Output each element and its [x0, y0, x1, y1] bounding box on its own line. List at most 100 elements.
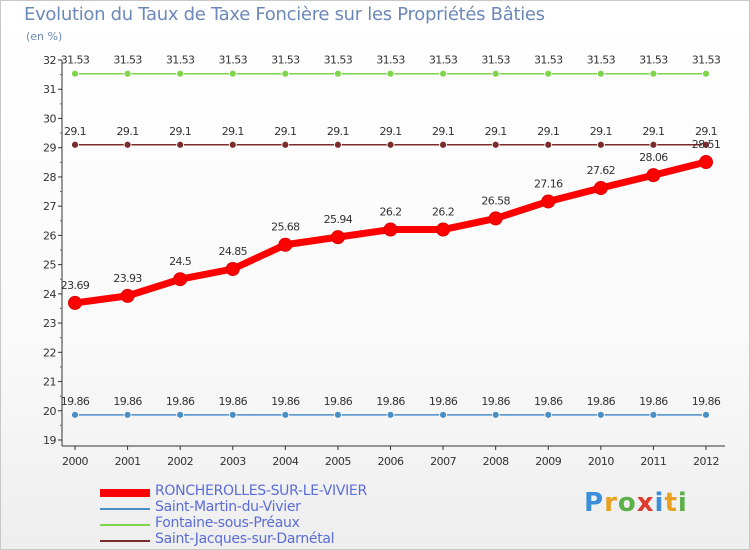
logo-letter: o [617, 488, 637, 518]
y-tick-label: 21 [43, 376, 56, 389]
y-tick-label: 29 [43, 142, 56, 155]
data-label-saint-martin: 19.86 [376, 395, 405, 408]
data-label-saint-martin: 19.86 [113, 395, 142, 408]
data-label-fontaine: 31.53 [481, 54, 510, 67]
legend-label-saint-martin: Saint-Martin-du-Vivier [155, 499, 301, 515]
data-label-saint-jacques: 29.1 [432, 125, 454, 138]
y-tick-label: 22 [43, 346, 56, 359]
data-label-fontaine: 31.53 [166, 54, 195, 67]
data-point-roncherolles [699, 155, 713, 170]
data-point-fontaine [228, 69, 237, 78]
data-point-fontaine [123, 69, 132, 78]
data-point-saint-martin [544, 410, 553, 419]
data-label-saint-martin: 19.86 [324, 395, 353, 408]
data-label-fontaine: 31.53 [376, 54, 405, 67]
y-tick-label: 31 [43, 83, 56, 96]
data-label-roncherolles: 27.62 [587, 164, 616, 177]
data-point-saint-martin [386, 410, 395, 419]
y-tick-label: 24 [43, 288, 56, 301]
x-tick-label: 2003 [220, 455, 246, 468]
data-point-saint-martin [334, 410, 342, 419]
x-tick-label: 2008 [483, 455, 509, 468]
data-label-saint-martin: 19.86 [219, 395, 248, 408]
data-label-roncherolles: 28.51 [692, 138, 721, 151]
data-label-saint-jacques: 29.1 [64, 125, 86, 138]
x-tick-label: 2009 [535, 455, 561, 468]
y-tick-label: 26 [43, 229, 56, 242]
data-label-fontaine: 31.53 [534, 54, 563, 67]
data-label-fontaine: 31.53 [429, 54, 458, 67]
data-label-saint-jacques: 29.1 [379, 125, 401, 138]
data-label-roncherolles: 23.69 [61, 279, 90, 292]
y-tick-label: 30 [43, 112, 56, 125]
data-point-fontaine [649, 69, 658, 78]
data-label-saint-jacques: 29.1 [117, 125, 139, 138]
y-tick-label: 20 [43, 405, 56, 418]
x-tick-label: 2006 [378, 455, 404, 468]
x-tick-label: 2004 [272, 455, 298, 468]
data-point-saint-jacques [281, 140, 290, 149]
data-point-saint-martin [228, 410, 237, 419]
data-point-saint-martin [596, 410, 605, 419]
data-label-saint-martin: 19.86 [166, 395, 195, 408]
logo-letter: x [636, 488, 655, 518]
data-label-roncherolles: 26.2 [379, 206, 401, 219]
data-label-saint-jacques: 29.1 [274, 125, 296, 138]
data-point-roncherolles [593, 181, 608, 196]
data-label-saint-martin: 19.86 [587, 395, 616, 408]
data-label-saint-martin: 19.86 [61, 395, 90, 408]
data-point-fontaine [439, 69, 447, 78]
data-label-roncherolles: 24.5 [169, 255, 192, 268]
data-label-fontaine: 31.53 [219, 54, 248, 67]
data-point-saint-martin [281, 410, 290, 419]
data-point-saint-jacques [71, 140, 79, 149]
chart-title: Evolution du Taux de Taxe Foncière sur l… [24, 4, 545, 25]
data-label-saint-jacques: 29.1 [642, 125, 664, 138]
data-point-saint-martin [123, 410, 132, 419]
y-tick-label: 28 [43, 171, 56, 184]
data-label-saint-martin: 19.86 [481, 395, 510, 408]
data-point-fontaine [334, 69, 342, 78]
data-label-fontaine: 31.53 [61, 54, 90, 67]
data-point-saint-jacques [176, 140, 185, 149]
logo-letter: P [584, 488, 605, 518]
logo-letter: t [664, 488, 678, 518]
logo-letter: i [654, 488, 665, 518]
data-point-saint-martin [176, 410, 185, 419]
data-point-saint-jacques [386, 140, 395, 149]
data-point-fontaine [544, 69, 553, 78]
y-tick-label: 19 [43, 434, 56, 447]
data-label-saint-martin: 19.86 [271, 395, 300, 408]
legend-swatch-saint-jacques [100, 540, 150, 542]
data-label-roncherolles: 23.93 [113, 272, 142, 285]
data-point-fontaine [71, 69, 79, 78]
data-label-roncherolles: 24.85 [219, 245, 248, 258]
data-point-saint-jacques [334, 140, 342, 149]
data-label-fontaine: 31.53 [692, 54, 721, 67]
data-label-saint-jacques: 29.1 [695, 125, 717, 138]
y-tick-label: 23 [43, 317, 56, 330]
x-tick-label: 2011 [640, 455, 666, 468]
y-tick-label: 25 [43, 259, 56, 272]
data-label-roncherolles: 26.58 [481, 194, 510, 207]
data-point-roncherolles [173, 272, 188, 287]
y-tick-label: 32 [43, 54, 56, 67]
data-point-fontaine [596, 69, 605, 78]
data-label-fontaine: 31.53 [324, 54, 353, 67]
data-label-saint-martin: 19.86 [429, 395, 458, 408]
data-label-saint-jacques: 29.1 [327, 125, 349, 138]
logo-letter: r [604, 488, 618, 518]
x-tick-label: 2012 [693, 455, 719, 468]
data-point-fontaine [702, 69, 710, 78]
data-point-roncherolles [120, 288, 135, 303]
legend-swatch-roncherolles [100, 489, 150, 497]
data-point-fontaine [176, 69, 185, 78]
y-axis-unit-label: (en %) [26, 30, 63, 43]
data-label-roncherolles: 25.94 [324, 213, 353, 226]
data-point-roncherolles [436, 222, 451, 237]
data-label-fontaine: 31.53 [639, 54, 668, 67]
data-label-fontaine: 31.53 [587, 54, 616, 67]
legend-swatch-saint-martin [100, 508, 150, 510]
